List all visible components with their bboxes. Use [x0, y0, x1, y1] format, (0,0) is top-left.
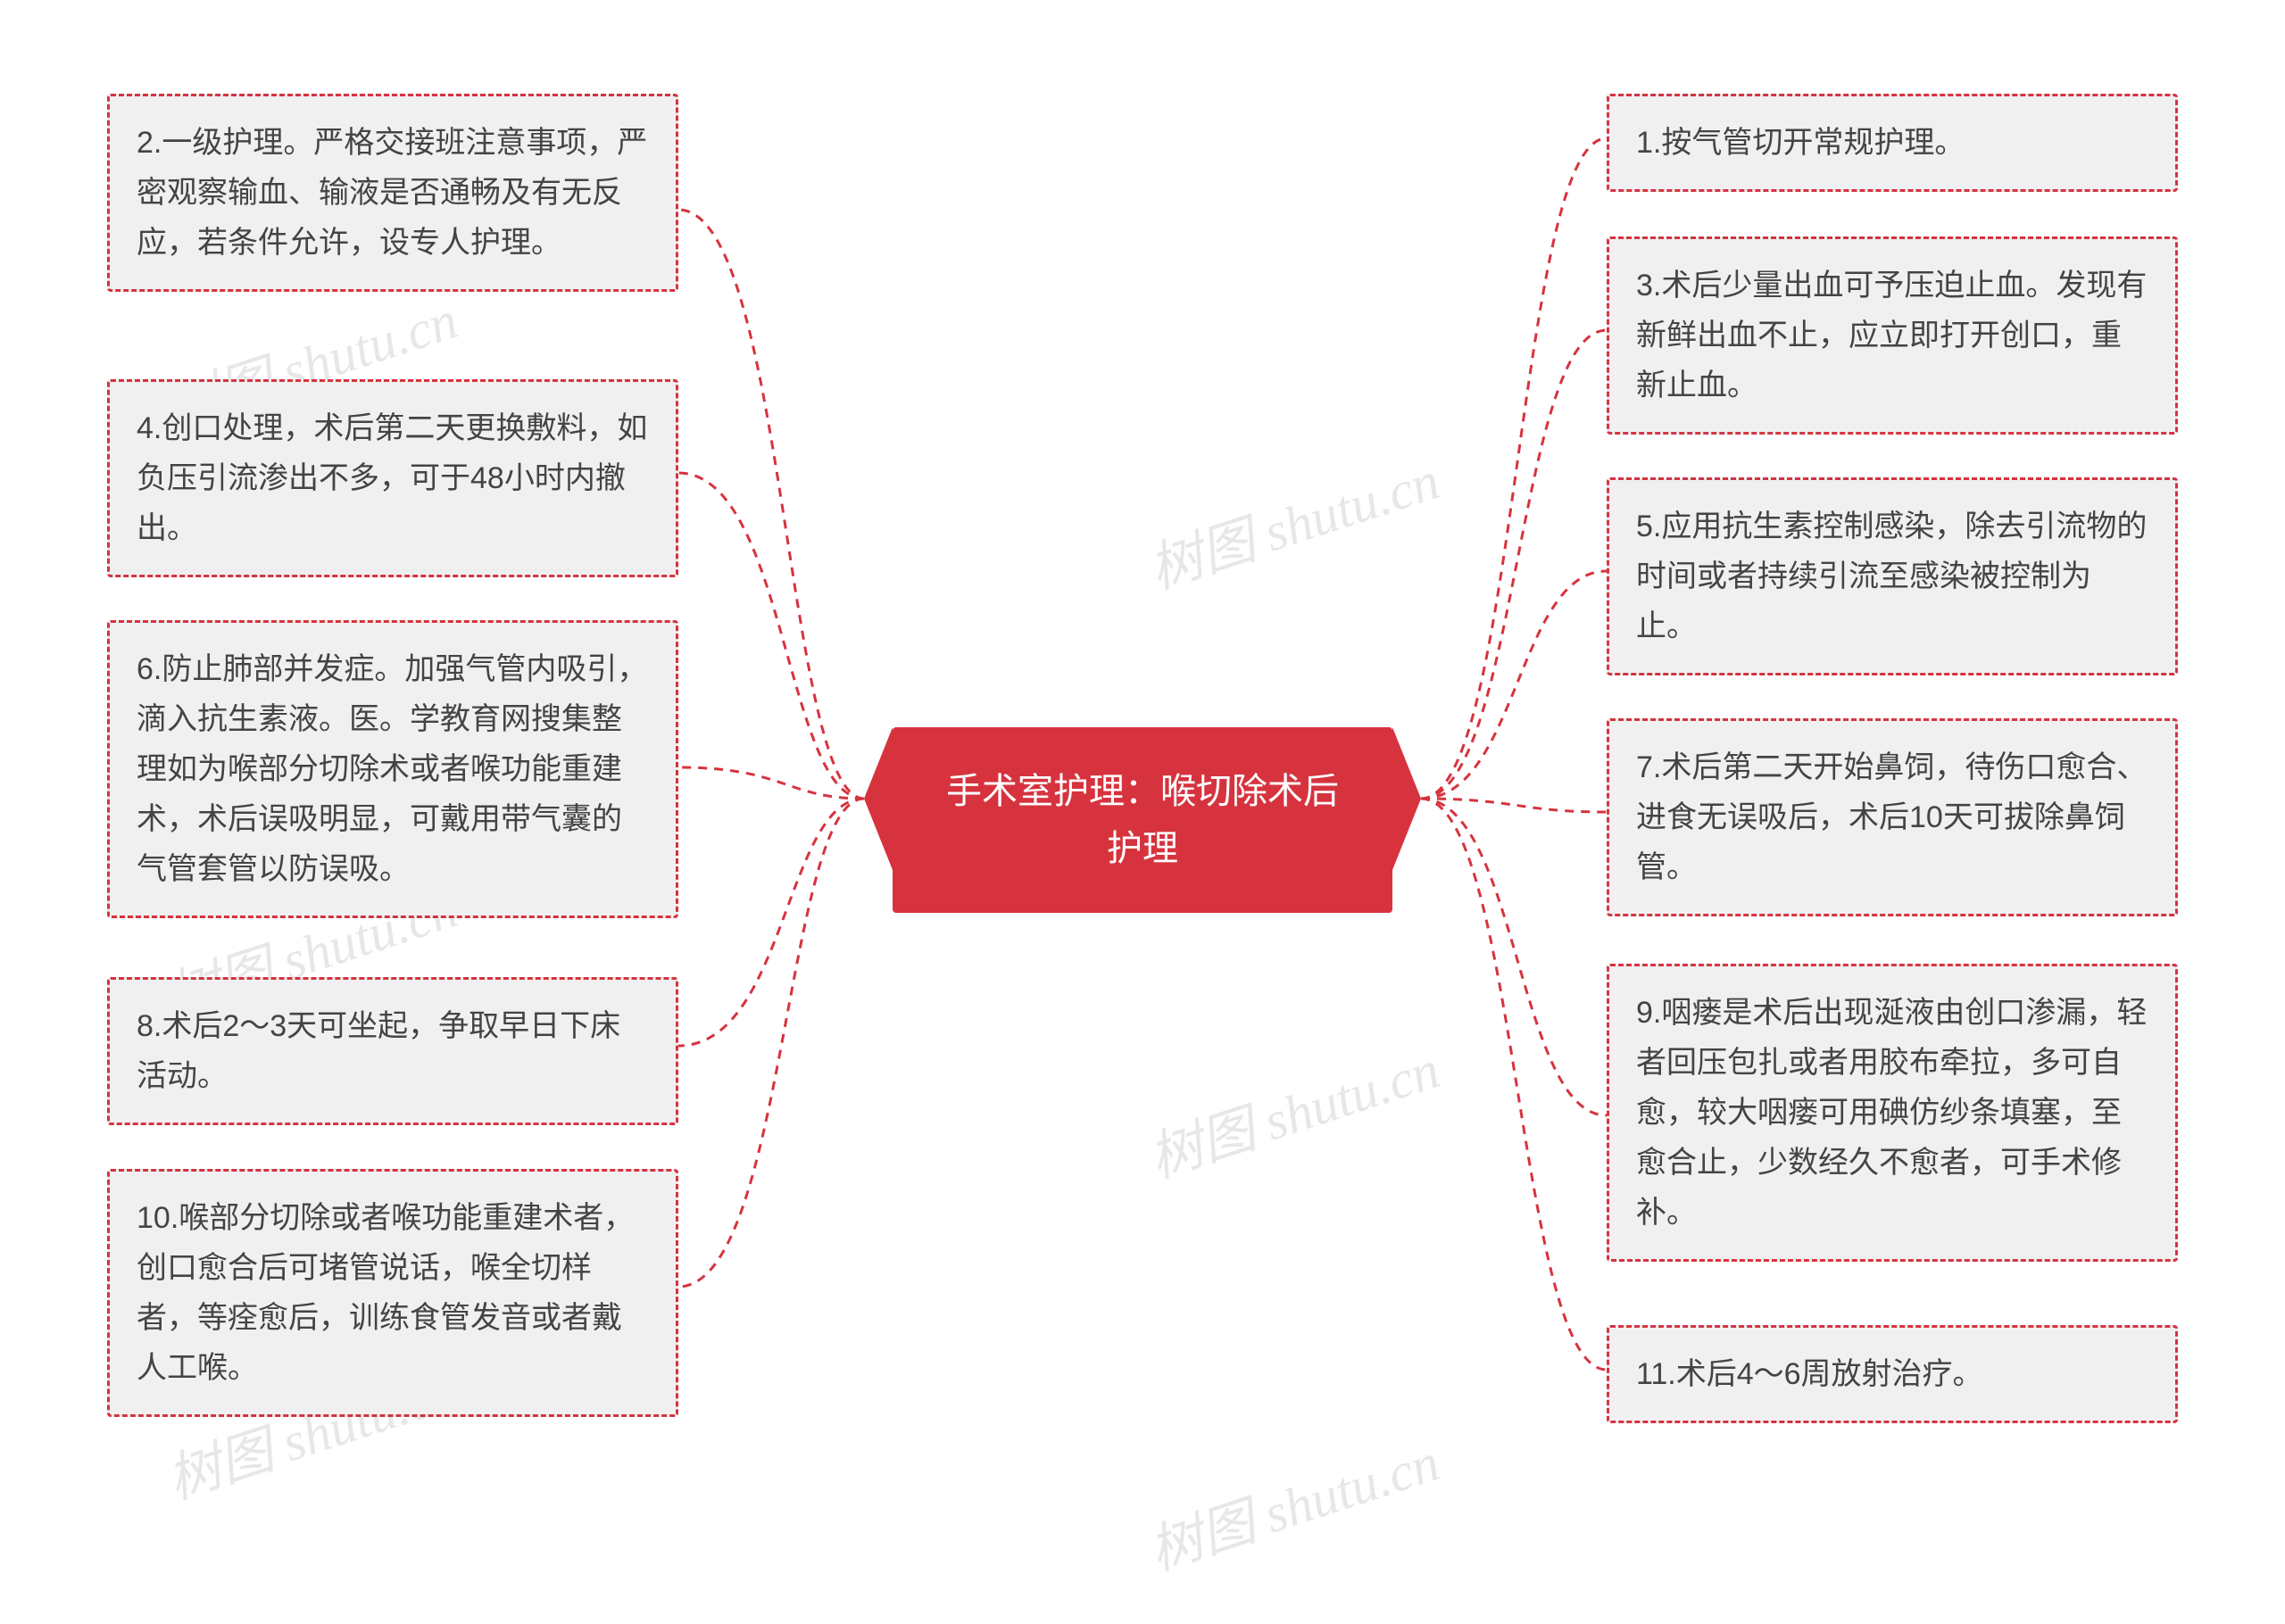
watermark: 树图 shutu.cn — [1138, 1026, 1448, 1193]
leaf-label: 11.术后4～6周放射治疗。 — [1636, 1357, 1983, 1391]
leaf-label: 2.一级护理。严格交接班注意事项，严密观察输血、输液是否通畅及有无反应，若条件允… — [137, 126, 647, 260]
center-topic-label: 手术室护理：喉切除术后护理 — [946, 772, 1339, 868]
leaf-label: 5.应用抗生素控制感染，除去引流物的时间或者持续引流至感染被控制为止。 — [1636, 510, 2147, 643]
leaf-node-11[interactable]: 11.术后4～6周放射治疗。 — [1607, 1325, 2178, 1423]
watermark: 树图 shutu.cn — [1138, 437, 1448, 604]
leaf-label: 3.术后少量出血可予压迫止血。发现有新鲜出血不止，应立即打开创口，重新止血。 — [1636, 269, 2147, 402]
watermark: 树图 shutu.cn — [1138, 1419, 1448, 1586]
leaf-node-5[interactable]: 5.应用抗生素控制感染，除去引流物的时间或者持续引流至感染被控制为止。 — [1607, 477, 2178, 675]
mindmap-canvas: 树图 shutu.cn 树图 shutu.cn 树图 shutu.cn 树图 s… — [0, 0, 2285, 1624]
leaf-node-4[interactable]: 4.创口处理，术后第二天更换敷料，如负压引流渗出不多，可于48小时内撤出。 — [107, 379, 678, 577]
leaf-node-1[interactable]: 1.按气管切开常规护理。 — [1607, 94, 2178, 192]
leaf-label: 8.术后2～3天可坐起，争取早日下床活动。 — [137, 1009, 620, 1093]
leaf-node-9[interactable]: 9.咽瘘是术后出现涎液由创口渗漏，轻者回压包扎或者用胶布牵拉，多可自愈，较大咽瘘… — [1607, 964, 2178, 1262]
leaf-node-7[interactable]: 7.术后第二天开始鼻饲，待伤口愈合、进食无误吸后，术后10天可拔除鼻饲管。 — [1607, 718, 2178, 916]
leaf-label: 10.喉部分切除或者喉功能重建术者，创口愈合后可堵管说话，喉全切样者，等痊愈后，… — [137, 1201, 634, 1385]
leaf-node-6[interactable]: 6.防止肺部并发症。加强气管内吸引，滴入抗生素液。医。学教育网搜集整理如为喉部分… — [107, 620, 678, 918]
leaf-label: 7.术后第二天开始鼻饲，待伤口愈合、进食无误吸后，术后10天可拔除鼻饲管。 — [1636, 750, 2147, 884]
leaf-node-10[interactable]: 10.喉部分切除或者喉功能重建术者，创口愈合后可堵管说话，喉全切样者，等痊愈后，… — [107, 1169, 678, 1417]
leaf-node-2[interactable]: 2.一级护理。严格交接班注意事项，严密观察输血、输液是否通畅及有无反应，若条件允… — [107, 94, 678, 292]
leaf-label: 9.咽瘘是术后出现涎液由创口渗漏，轻者回压包扎或者用胶布牵拉，多可自愈，较大咽瘘… — [1636, 996, 2147, 1230]
center-topic[interactable]: 手术室护理：喉切除术后护理 — [893, 727, 1392, 913]
leaf-node-3[interactable]: 3.术后少量出血可予压迫止血。发现有新鲜出血不止，应立即打开创口，重新止血。 — [1607, 236, 2178, 435]
leaf-node-8[interactable]: 8.术后2～3天可坐起，争取早日下床活动。 — [107, 977, 678, 1125]
leaf-label: 6.防止肺部并发症。加强气管内吸引，滴入抗生素液。医。学教育网搜集整理如为喉部分… — [137, 652, 647, 886]
leaf-label: 1.按气管切开常规护理。 — [1636, 126, 1965, 160]
leaf-label: 4.创口处理，术后第二天更换敷料，如负压引流渗出不多，可于48小时内撤出。 — [137, 411, 647, 545]
